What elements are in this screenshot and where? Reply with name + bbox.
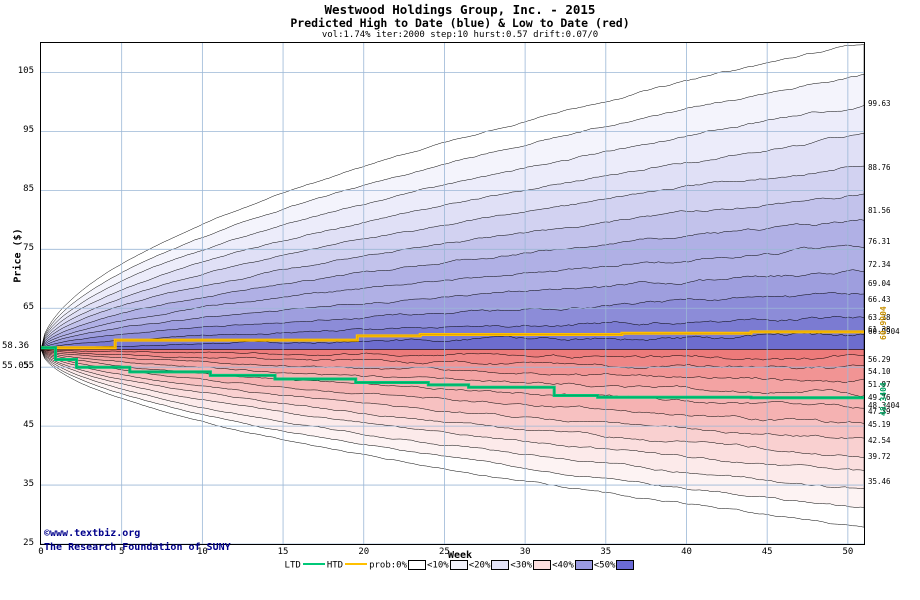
chart-params: vol:1.74% iter:2000 step:10 hurst:0.57 d…	[321, 30, 599, 40]
legend-item: <50%	[593, 560, 636, 571]
legend-label: <30%	[510, 560, 533, 570]
htd-side-label: 60.9904	[879, 306, 888, 340]
right-axis-tick: 66.43	[868, 294, 891, 304]
x-tick: 45	[761, 547, 773, 557]
x-tick: 20	[358, 547, 370, 557]
y-tick: 75	[23, 243, 34, 254]
x-tick: 5	[118, 547, 125, 557]
right-axis-tick: 61.38	[868, 324, 891, 334]
right-axis-tick: 47.39	[868, 407, 891, 417]
right-axis-tick: 69.04	[868, 279, 891, 289]
y-tick: 95	[23, 125, 34, 136]
legend-label: HTD	[326, 560, 344, 570]
right-axis-tick: 72.34	[868, 259, 891, 269]
right-axis-tick: 35.46	[868, 477, 891, 487]
legend-color-swatch	[408, 560, 427, 570]
right-axis-tick: 76.31	[868, 236, 891, 246]
left-value-tick: 58.36	[2, 341, 30, 352]
chart-legend: LTD HTD prob:0% <10% <20% <30% <40% <50%	[0, 560, 920, 571]
y-tick: 105	[17, 66, 34, 77]
right-axis-tick: 51.97	[868, 380, 891, 390]
x-tick: 30	[519, 547, 531, 557]
right-axis-tick: 81.56	[868, 205, 891, 215]
legend-item: <40%	[552, 560, 594, 571]
legend-label: <50%	[593, 560, 616, 570]
x-tick: 10	[196, 547, 208, 557]
legend-label: <10%	[427, 560, 449, 570]
legend-label: <20%	[468, 560, 491, 570]
right-axis-tick: 39.72	[868, 452, 891, 462]
right-axis-tick: 45.19	[868, 419, 891, 429]
legend-line-swatch	[302, 563, 325, 565]
x-tick: 0	[38, 547, 44, 557]
y-tick: 25	[23, 538, 34, 548]
y-axis-label: Price ($)	[12, 228, 24, 283]
legend-item: HTD	[326, 560, 369, 571]
right-axis-tick: 42.54	[868, 435, 891, 445]
x-axis-label: Week	[447, 550, 473, 561]
legend-color-swatch	[449, 560, 468, 570]
legend-label: <40%	[552, 560, 574, 570]
plot-area	[40, 42, 865, 545]
right-axis-tick: 49.76	[868, 393, 891, 403]
legend-label: prob:0%	[369, 560, 408, 570]
x-tick: 35	[600, 547, 612, 557]
y-tick: 55	[23, 361, 34, 372]
y-tick: 65	[23, 302, 34, 313]
x-tick: 40	[681, 547, 692, 557]
right-axis-tick: 88.76	[868, 163, 891, 173]
y-tick: 35	[23, 479, 34, 490]
legend-item: <20%	[468, 560, 511, 571]
x-tick: 25	[439, 547, 450, 557]
legend-item: prob:0%	[369, 560, 427, 571]
ltd-side-label: 48.3404	[879, 382, 888, 417]
right-axis-tick: 99.63	[868, 99, 891, 109]
right-axis-tick: 63.38	[868, 312, 891, 322]
legend-item: <30%	[510, 560, 552, 571]
watermark-line1: ©www.textbiz.org	[44, 528, 141, 539]
chart-title: Westwood Holdings Group, Inc. - 2015	[324, 2, 596, 17]
legend-item: LTD	[284, 560, 327, 571]
legend-color-swatch	[616, 560, 635, 570]
left-value-tick: 55.05	[2, 360, 30, 371]
legend-line-swatch	[345, 563, 368, 565]
legend-label: LTD	[284, 560, 301, 570]
legend-item: <10%	[427, 560, 469, 571]
watermark-line2: The Research Foundation of SUNY	[44, 542, 231, 553]
x-tick: 50	[842, 547, 854, 557]
legend-color-swatch	[574, 560, 593, 570]
right-axis-tick: 48.3404	[868, 401, 900, 411]
plot-svg	[40, 43, 865, 545]
x-tick: 15	[277, 547, 289, 557]
legend-color-swatch	[491, 560, 510, 570]
right-axis-tick: 54.10	[868, 367, 891, 377]
y-tick: 85	[23, 184, 34, 195]
chart-subtitle: Predicted High to Date (blue) & Low to D…	[290, 16, 630, 30]
right-axis-tick: 60.9904	[868, 326, 900, 336]
y-tick: 45	[23, 420, 34, 431]
legend-color-swatch	[533, 560, 552, 570]
right-axis-tick: 56.29	[868, 354, 891, 364]
